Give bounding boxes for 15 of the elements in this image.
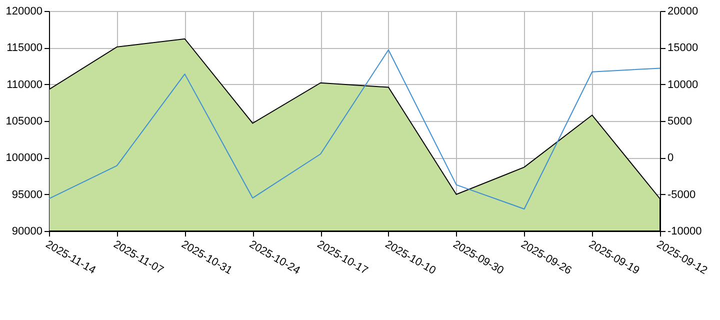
y2-tick-label: 20000 [668,6,698,18]
y-tick-label: 95000 [12,188,42,201]
y2-tick-label: -10000 [668,226,702,238]
y-tick-label: 100000 [6,152,42,164]
line-series [48,49,660,210]
y-tick-label: 115000 [6,42,42,54]
y2-tick-label: -5000 [668,188,696,201]
y-tick-label: 90000 [12,226,42,238]
y2-tick-label: 5000 [668,116,692,128]
y2-tick-label: 15000 [668,42,698,54]
y2-tick-label: 0 [668,152,674,164]
y-tick-label: 105000 [6,116,42,128]
y-tick-label: 120000 [6,6,42,18]
y-tick-label: 110000 [6,78,42,91]
y2-tick-label: 10000 [668,78,698,91]
